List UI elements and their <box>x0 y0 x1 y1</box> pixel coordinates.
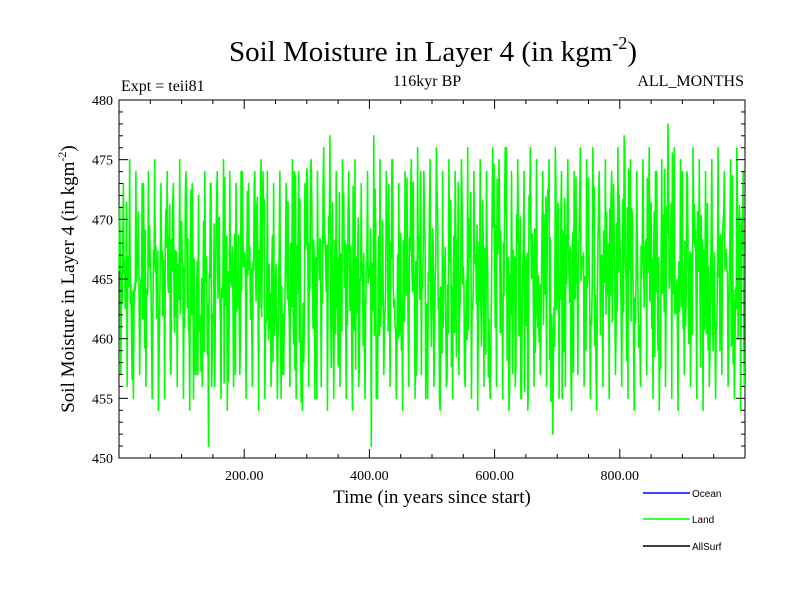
chart-title: Soil Moisture in Layer 4 (in kgm-2) <box>229 33 637 68</box>
y-axis-label-main: Soil Moisture in Layer 4 (in kgm <box>58 161 79 412</box>
y-ticks: 450 455 460 465 470 475 480 <box>92 94 745 467</box>
subtitle-left: Expt = teii81 <box>121 78 205 95</box>
series-layer <box>118 123 746 447</box>
y-tick-label: 465 <box>92 273 113 288</box>
x-tick-label: 400.00 <box>350 469 389 484</box>
legend-label-allsurf: AllSurf <box>692 542 722 553</box>
subtitle-center: 116kyr BP <box>393 73 461 90</box>
x-tick-label: 200.00 <box>225 469 264 484</box>
chart-title-sup: -2 <box>612 33 627 53</box>
legend: Ocean Land AllSurf <box>643 489 722 553</box>
x-tick-label: 600.00 <box>475 469 514 484</box>
plot-area: 200.00 400.00 600.00 800.00 450 455 460 465 470… <box>92 94 746 484</box>
x-axis-label: Time (in years since start) <box>333 487 531 508</box>
series-line-land <box>118 123 746 447</box>
y-axis-label-close: ) <box>58 145 79 151</box>
subtitle-right: ALL_MONTHS <box>637 73 744 90</box>
legend-label-ocean: Ocean <box>692 489 721 500</box>
y-tick-label: 475 <box>92 154 113 169</box>
x-tick-label: 800.00 <box>601 469 640 484</box>
x-ticks: 200.00 400.00 600.00 800.00 <box>149 100 715 484</box>
y-tick-label: 450 <box>92 452 113 467</box>
chart-title-main: Soil Moisture in Layer 4 (in kgm <box>229 36 613 68</box>
chart-title-close: ) <box>627 36 637 68</box>
y-axis-label: Soil Moisture in Layer 4 (in kgm-2) <box>55 145 79 413</box>
legend-label-land: Land <box>692 515 714 526</box>
y-tick-label: 460 <box>92 333 113 348</box>
y-tick-label: 480 <box>92 94 113 109</box>
y-tick-label: 455 <box>92 392 113 407</box>
y-axis-label-sup: -2 <box>55 152 69 162</box>
y-tick-label: 470 <box>92 213 113 228</box>
